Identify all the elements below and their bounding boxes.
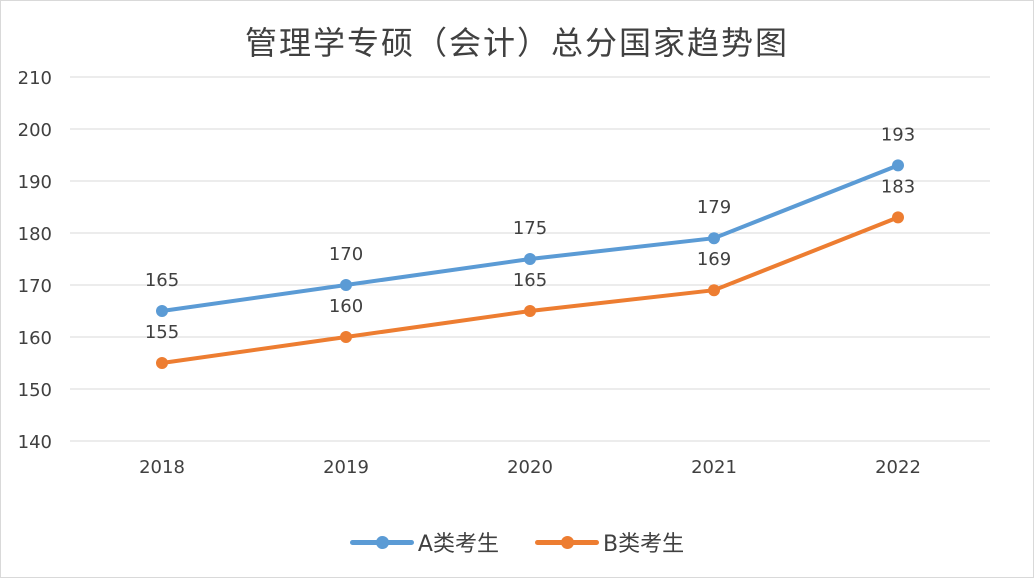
data-point [892, 159, 904, 172]
data-label: 175 [513, 218, 547, 239]
data-label: 193 [881, 124, 915, 145]
data-point [524, 253, 536, 265]
data-label: 170 [329, 244, 363, 265]
legend-item-a: A类考生 [349, 526, 499, 558]
y-tick-label: 200 [18, 120, 52, 141]
data-label: 165 [513, 270, 547, 291]
y-tick-label: 210 [18, 68, 52, 89]
legend-item-b: B类考生 [534, 526, 685, 558]
data-point [892, 211, 904, 224]
legend-label-b: B类考生 [602, 532, 685, 557]
y-tick-label: 150 [18, 380, 52, 401]
data-label: 155 [145, 322, 179, 343]
data-point [156, 357, 168, 369]
legend-swatch-a [349, 535, 414, 549]
legend-swatch-b [534, 535, 599, 549]
x-tick-label: 2022 [875, 457, 921, 478]
chart-title: 管理学专硕（会计）总分国家趋势图 [244, 24, 789, 62]
data-point [340, 331, 352, 343]
x-tick-label: 2020 [507, 457, 553, 478]
y-tick-label: 180 [18, 224, 52, 245]
y-tick-label: 170 [18, 276, 52, 297]
data-label: 165 [145, 270, 179, 291]
legend-label-a: A类考生 [417, 532, 499, 557]
data-label: 169 [697, 249, 731, 270]
data-label: 179 [697, 197, 731, 218]
y-tick-label: 190 [18, 172, 52, 193]
x-tick-label: 2018 [139, 457, 185, 478]
x-tick-label: 2019 [323, 457, 369, 478]
legend: A类考生 B类考生 [0, 526, 1034, 558]
data-label: 183 [881, 176, 915, 197]
data-label: 160 [329, 296, 363, 317]
data-point [524, 305, 536, 317]
y-tick-label: 160 [18, 328, 52, 349]
data-point [708, 232, 720, 245]
x-tick-label: 2021 [691, 457, 737, 478]
data-point [156, 305, 168, 317]
y-tick-label: 140 [18, 432, 52, 453]
data-point [708, 284, 720, 297]
data-point [340, 279, 352, 291]
